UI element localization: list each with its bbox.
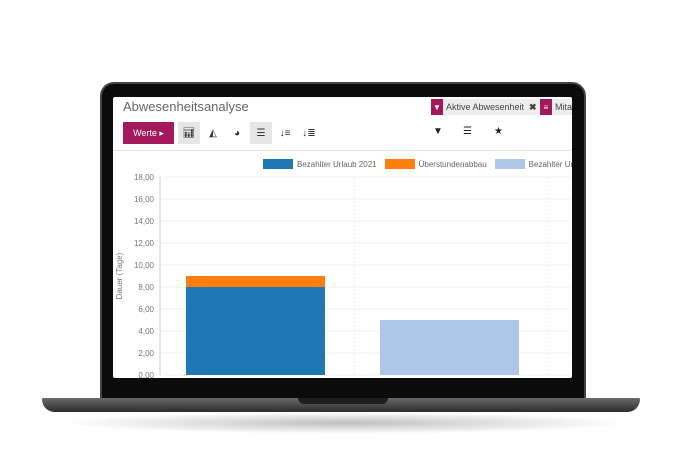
screen: Abwesenheitsanalyse ▼ Aktive Abwesenheit… [113,97,572,378]
filter-icon: ▼ [431,99,443,115]
y-tick-label: 8,00 [138,283,154,292]
legend-label: Bezahlter Ur [528,159,572,169]
legend-label: Überstundenabbau [418,159,487,169]
laptop-notch [298,398,388,404]
bar-segment [380,320,519,375]
stack-icon[interactable]: ☰ [250,122,272,144]
sort-asc-icon[interactable]: ↓≣ [302,127,316,139]
chart-legend: Bezahlter Urlaub 2021 Überstundenabbau Bez… [263,159,572,169]
pie-chart-icon[interactable]: ◕ [233,127,241,139]
laptop-base [42,398,640,412]
y-tick-label: 0,00 [138,371,154,378]
legend-label: Bezahlter Urlaub 2021 [297,159,377,169]
y-tick-label: 12,00 [134,239,155,248]
legend-swatch [494,159,525,169]
facet-label: Mita [555,102,572,112]
y-tick-label: 2,00 [138,349,154,358]
measures-label: Werte [133,128,157,138]
close-icon[interactable]: ✖ [529,101,537,112]
bar-chart: 0,00 2,00 4,00 6,00 8,00 10,00 12,00 14,00 16,00… [115,173,572,378]
y-tick-label: 4,00 [138,327,154,336]
laptop-shadow [60,412,630,434]
group-by-icon[interactable]: ☰ [463,126,472,137]
y-tick-label: 14,00 [134,217,155,226]
group-by-icon: ≡ [540,99,552,115]
legend-swatch [263,159,293,169]
legend-item[interactable]: Bezahlter Ur [494,159,572,169]
line-chart-icon[interactable]: ◭ [209,127,217,139]
y-tick-label: 18,00 [134,173,155,182]
sort-desc-icon[interactable]: ↓≡ [279,127,291,139]
y-tick-label: 6,00 [138,305,154,314]
facet-groupby[interactable]: ≡ Mita [540,99,572,115]
legend-swatch [384,159,415,169]
facet-filter[interactable]: ▼ Aktive Abwesenheit ✖ [431,99,540,115]
legend-item[interactable]: Überstundenabbau [384,159,487,169]
y-tick-label: 16,00 [134,195,155,204]
y-tick-label: 10,00 [134,261,155,270]
favorites-icon[interactable]: ★ [494,126,503,137]
bar-chart-icon[interactable]: 📊︎ [178,122,200,144]
measures-button[interactable]: Werte ▸ [123,122,174,144]
divider [113,150,572,151]
bar-segment [186,287,325,375]
page-title: Abwesenheitsanalyse [123,99,249,114]
bar-segment [186,276,325,287]
y-axis-label: Dauer (Tage) [115,252,124,299]
legend-item[interactable]: Bezahlter Urlaub 2021 [263,159,377,169]
facet-label: Aktive Abwesenheit [446,102,525,112]
filter-icon[interactable]: ▼ [433,126,443,137]
